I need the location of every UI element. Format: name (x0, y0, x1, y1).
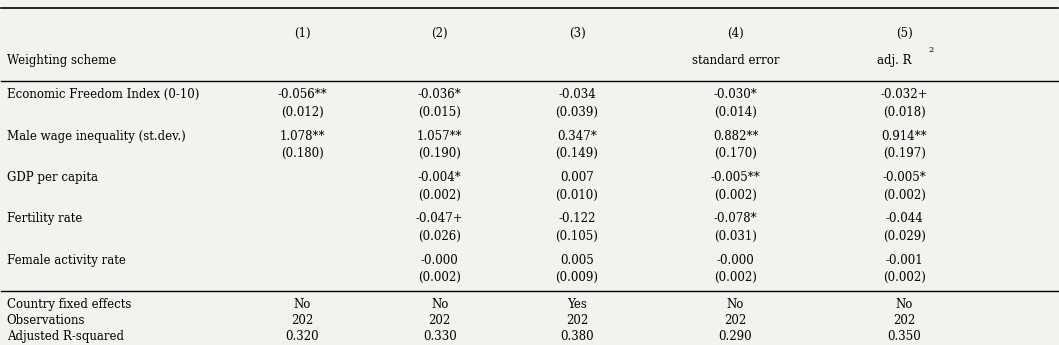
Text: (0.149): (0.149) (556, 147, 598, 160)
Text: (3): (3) (569, 27, 586, 40)
Text: No: No (726, 298, 744, 311)
Text: Male wage inequality (st.dev.): Male wage inequality (st.dev.) (6, 130, 185, 142)
Text: -0.036*: -0.036* (418, 88, 462, 101)
Text: (0.002): (0.002) (883, 189, 926, 202)
Text: No: No (293, 298, 311, 311)
Text: 2: 2 (929, 46, 933, 54)
Text: (0.002): (0.002) (714, 272, 757, 284)
Text: -0.005**: -0.005** (711, 171, 760, 184)
Text: 202: 202 (291, 314, 313, 327)
Text: (0.009): (0.009) (556, 272, 598, 284)
Text: (0.026): (0.026) (418, 230, 461, 243)
Text: (2): (2) (431, 27, 448, 40)
Text: -0.047+: -0.047+ (416, 212, 464, 225)
Text: -0.044: -0.044 (885, 212, 923, 225)
Text: -0.000: -0.000 (717, 254, 754, 267)
Text: 0.882**: 0.882** (713, 130, 758, 142)
Text: 0.347*: 0.347* (557, 130, 597, 142)
Text: (4): (4) (728, 27, 743, 40)
Text: No: No (896, 298, 913, 311)
Text: (0.002): (0.002) (418, 189, 461, 202)
Text: (0.002): (0.002) (418, 272, 461, 284)
Text: standard error: standard error (692, 54, 779, 67)
Text: (0.039): (0.039) (556, 106, 598, 119)
Text: Economic Freedom Index (0-10): Economic Freedom Index (0-10) (6, 88, 199, 101)
Text: 0.320: 0.320 (286, 330, 319, 343)
Text: Observations: Observations (6, 314, 85, 327)
Text: 202: 202 (566, 314, 588, 327)
Text: (0.012): (0.012) (281, 106, 324, 119)
Text: (1): (1) (294, 27, 310, 40)
Text: 1.078**: 1.078** (280, 130, 325, 142)
Text: (5): (5) (896, 27, 913, 40)
Text: Fertility rate: Fertility rate (6, 212, 82, 225)
Text: 0.330: 0.330 (423, 330, 456, 343)
Text: 0.007: 0.007 (560, 171, 594, 184)
Text: -0.032+: -0.032+ (881, 88, 928, 101)
Text: -0.034: -0.034 (558, 88, 596, 101)
Text: Female activity rate: Female activity rate (6, 254, 126, 267)
Text: 0.914**: 0.914** (882, 130, 928, 142)
Text: Country fixed effects: Country fixed effects (6, 298, 131, 311)
Text: (0.105): (0.105) (556, 230, 598, 243)
Text: -0.122: -0.122 (558, 212, 596, 225)
Text: -0.056**: -0.056** (277, 88, 327, 101)
Text: (0.018): (0.018) (883, 106, 926, 119)
Text: GDP per capita: GDP per capita (6, 171, 97, 184)
Text: (0.170): (0.170) (714, 147, 757, 160)
Text: -0.005*: -0.005* (882, 171, 927, 184)
Text: (0.197): (0.197) (883, 147, 926, 160)
Text: -0.004*: -0.004* (418, 171, 462, 184)
Text: 0.380: 0.380 (560, 330, 594, 343)
Text: -0.078*: -0.078* (714, 212, 757, 225)
Text: -0.000: -0.000 (420, 254, 459, 267)
Text: Adjusted R-squared: Adjusted R-squared (6, 330, 124, 343)
Text: 0.005: 0.005 (560, 254, 594, 267)
Text: 202: 202 (429, 314, 451, 327)
Text: 202: 202 (894, 314, 916, 327)
Text: adj. R: adj. R (877, 54, 911, 67)
Text: No: No (431, 298, 448, 311)
Text: (0.010): (0.010) (556, 189, 598, 202)
Text: (0.002): (0.002) (714, 189, 757, 202)
Text: Yes: Yes (567, 298, 587, 311)
Text: (0.180): (0.180) (281, 147, 324, 160)
Text: (0.031): (0.031) (714, 230, 757, 243)
Text: 202: 202 (724, 314, 747, 327)
Text: (0.029): (0.029) (883, 230, 926, 243)
Text: (0.015): (0.015) (418, 106, 461, 119)
Text: -0.030*: -0.030* (714, 88, 757, 101)
Text: 1.057**: 1.057** (417, 130, 463, 142)
Text: (0.014): (0.014) (714, 106, 757, 119)
Text: 0.290: 0.290 (719, 330, 752, 343)
Text: -0.001: -0.001 (885, 254, 923, 267)
Text: 0.350: 0.350 (887, 330, 921, 343)
Text: Weighting scheme: Weighting scheme (6, 54, 115, 67)
Text: (0.190): (0.190) (418, 147, 461, 160)
Text: (0.002): (0.002) (883, 272, 926, 284)
